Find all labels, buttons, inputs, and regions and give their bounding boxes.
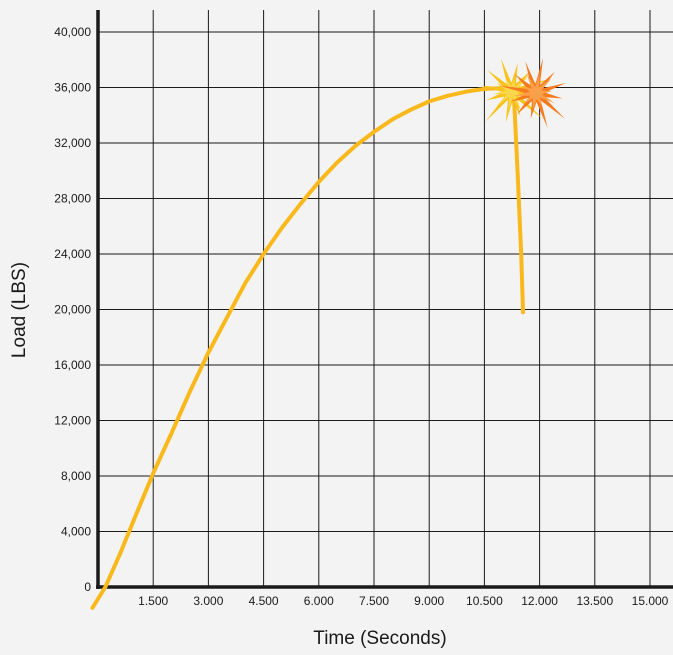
y-tick-label: 36,000 xyxy=(54,81,91,95)
x-tick-label: 3.000 xyxy=(193,594,223,608)
x-tick-label: 15.000 xyxy=(632,594,669,608)
y-axis-title: Load (LBS) xyxy=(9,262,30,358)
y-tick-label: 0 xyxy=(84,580,91,594)
burst-annotations xyxy=(481,57,567,129)
load-curve-line xyxy=(90,86,526,610)
tick-labels: 0 4,000 8,000 12,000 16,000 20,000 24,000 28,00… xyxy=(54,25,668,608)
x-tick-label: 13.500 xyxy=(576,594,613,608)
burst-inner xyxy=(513,73,555,110)
y-tick-label: 8,000 xyxy=(61,469,91,483)
series-group xyxy=(90,86,526,610)
x-axis-title: Time (Seconds) xyxy=(313,628,446,649)
x-tick-label: 9.000 xyxy=(414,594,444,608)
x-tick-label: 4.500 xyxy=(249,594,279,608)
y-tick-label: 24,000 xyxy=(54,247,91,261)
y-tick-label: 40,000 xyxy=(54,25,91,39)
burst-inner xyxy=(493,76,530,112)
y-tick-label: 20,000 xyxy=(54,303,91,317)
y-tick-label: 16,000 xyxy=(54,358,91,372)
grid xyxy=(98,10,673,587)
y-tick-label: 4,000 xyxy=(61,525,91,539)
axes xyxy=(96,10,673,589)
x-tick-label: 6.000 xyxy=(304,594,334,608)
x-tick-label: 10.500 xyxy=(466,594,503,608)
x-tick-label: 1.500 xyxy=(138,594,168,608)
x-tick-label: 7.500 xyxy=(359,594,389,608)
y-tick-label: 28,000 xyxy=(54,192,91,206)
x-tick-label: 12.000 xyxy=(521,594,558,608)
y-tick-label: 32,000 xyxy=(54,136,91,150)
y-tick-label: 12,000 xyxy=(54,414,91,428)
